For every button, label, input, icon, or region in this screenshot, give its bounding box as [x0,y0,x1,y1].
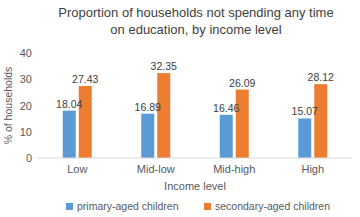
bar [236,90,249,158]
x-axis-line [38,158,352,159]
legend-label: secondary-aged children [215,200,330,212]
title: Proportion of households not spending an… [58,5,333,37]
x-tick-label: Mid-low [137,163,175,175]
data-label: 15.07 [292,105,318,117]
x-tick-label: Mid-high [213,163,255,175]
data-label: 27.43 [72,73,98,85]
bar [141,114,154,158]
x-tick-label: Low [67,163,87,175]
y-tick [36,105,38,106]
y-tick-label: 40 [20,47,32,59]
bars [63,73,328,158]
data-label: 32.35 [151,60,177,72]
legend-swatch [204,203,211,210]
bar [63,111,76,158]
y-tick-label: 20 [20,100,32,112]
bar [314,84,327,158]
data-label: 18.04 [56,98,82,110]
y-tick-label: 30 [20,73,32,85]
y-tick [36,158,38,159]
data-labels: 18.04 27.43 16.89 32.35 16.46 26.09 15.07 28.12 [56,60,334,117]
legend-swatch [66,203,73,210]
y-tick-label: 10 [20,126,32,138]
bar [298,118,311,158]
data-label: 16.46 [213,102,239,114]
data-label: 28.12 [308,71,334,83]
data-label: 26.09 [229,77,255,89]
legend-label: primary-aged children [77,200,179,212]
y-tick-label: 0 [26,152,32,164]
y-axis-label: % of households [2,67,14,145]
bar [220,115,233,158]
x-axis-label: Income level [164,180,226,192]
data-label: 16.89 [135,101,161,113]
chart: Proportion of households not spending an… [0,0,360,217]
y-tick [36,53,38,54]
x-tick-label: High [301,163,324,175]
bar [157,73,170,158]
y-tick [36,79,38,80]
y-tick [36,131,38,132]
